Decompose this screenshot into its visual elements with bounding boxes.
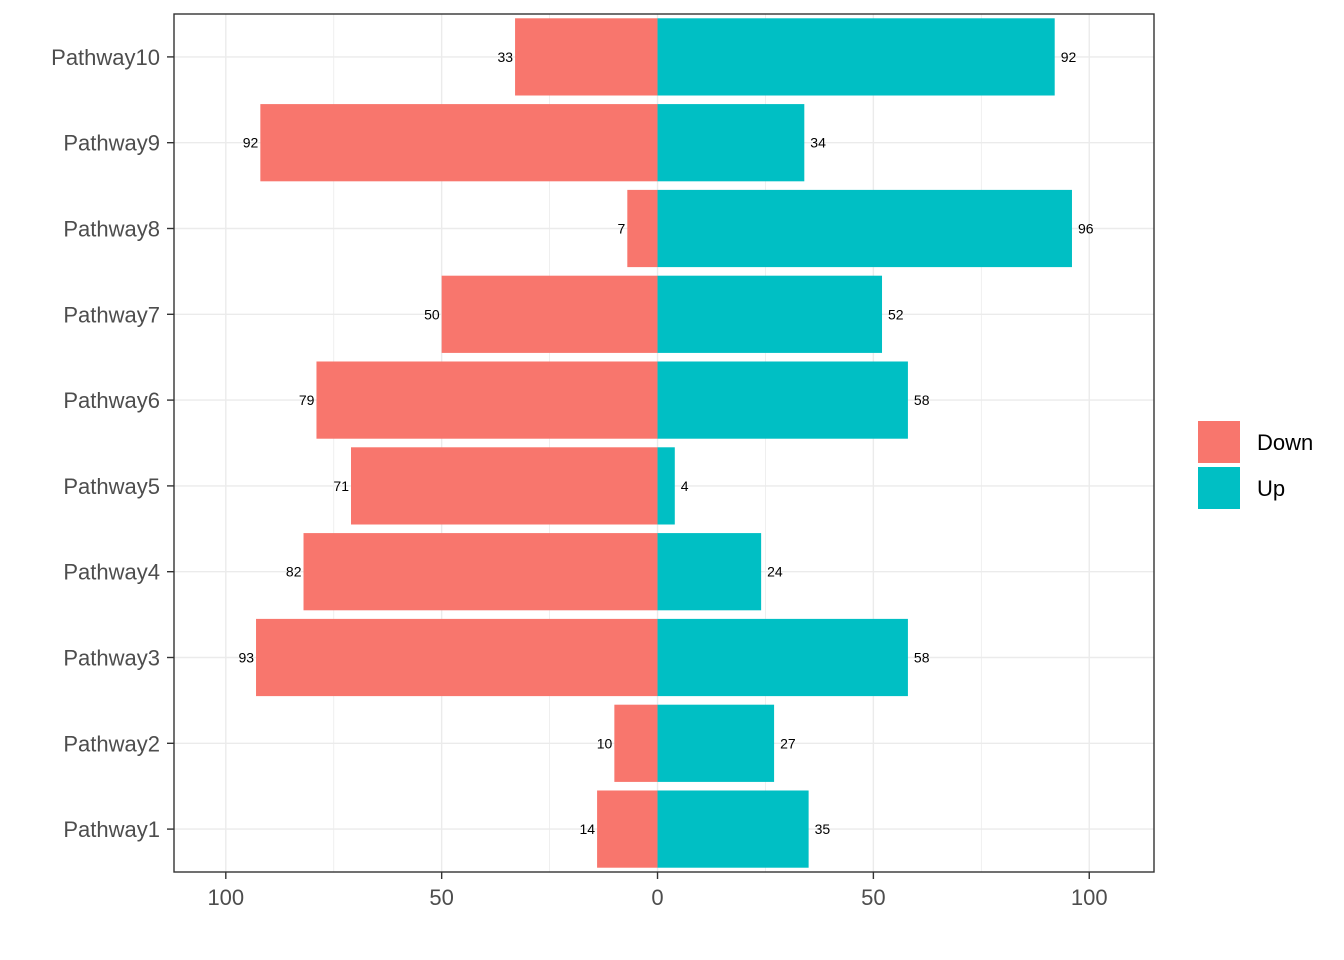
bar-down-pathway10 bbox=[515, 18, 658, 96]
bar-up-pathway7 bbox=[657, 275, 883, 353]
data-label-up: 34 bbox=[810, 135, 826, 151]
y-tick-label: Pathway6 bbox=[63, 388, 160, 413]
y-tick-label: Pathway10 bbox=[51, 45, 160, 70]
x-tick-label: 0 bbox=[651, 885, 663, 910]
data-label-down: 71 bbox=[333, 478, 349, 494]
bar-down-pathway1 bbox=[597, 790, 658, 868]
data-label-up: 35 bbox=[815, 821, 831, 837]
data-label-down: 7 bbox=[618, 221, 626, 237]
data-label-down: 93 bbox=[238, 650, 254, 666]
data-label-down: 79 bbox=[299, 392, 315, 408]
data-label-up: 58 bbox=[914, 650, 930, 666]
bar-up-pathway9 bbox=[657, 104, 805, 182]
y-tick-label: Pathway9 bbox=[63, 131, 160, 156]
bar-up-pathway10 bbox=[657, 18, 1055, 96]
data-label-down: 82 bbox=[286, 564, 302, 580]
x-tick-label: 50 bbox=[429, 885, 453, 910]
y-tick-label: Pathway5 bbox=[63, 474, 160, 499]
x-axis: 100 50 0 50 100 bbox=[207, 872, 1108, 910]
legend-key-up bbox=[1198, 467, 1240, 509]
bar-down-pathway5 bbox=[351, 447, 658, 525]
bar-down-pathway2 bbox=[614, 704, 658, 782]
legend-key-down bbox=[1198, 421, 1240, 463]
data-label-down: 33 bbox=[497, 49, 513, 65]
x-tick-label: 50 bbox=[861, 885, 885, 910]
bars bbox=[256, 18, 1072, 868]
y-tick-label: Pathway4 bbox=[63, 560, 160, 585]
bar-up-pathway4 bbox=[657, 533, 762, 611]
bar-down-pathway8 bbox=[627, 189, 658, 268]
data-label-up: 27 bbox=[780, 735, 796, 751]
panel-border bbox=[173, 13, 1155, 873]
data-label-down: 14 bbox=[580, 821, 596, 837]
bar-up-pathway3 bbox=[657, 618, 908, 697]
y-tick-label: Pathway2 bbox=[63, 731, 160, 756]
y-tick-label: Pathway3 bbox=[63, 646, 160, 671]
data-label-up: 52 bbox=[888, 306, 904, 322]
bar-down-pathway9 bbox=[260, 104, 658, 182]
bar-up-pathway6 bbox=[657, 361, 908, 439]
data-label-up: 92 bbox=[1061, 49, 1077, 65]
bar-down-pathway4 bbox=[303, 533, 658, 611]
data-label-down: 92 bbox=[243, 135, 259, 151]
data-label-up: 58 bbox=[914, 392, 930, 408]
bar-up-pathway1 bbox=[657, 790, 809, 868]
bar-up-pathway8 bbox=[657, 189, 1072, 268]
bar-down-pathway6 bbox=[316, 361, 658, 439]
data-label-down: 50 bbox=[424, 306, 440, 322]
data-labels: 33 92 7 50 79 71 82 93 10 14 92 34 96 52 58 4 24 58 27 35 bbox=[238, 49, 1093, 837]
data-label-down: 10 bbox=[597, 735, 613, 751]
y-axis: Pathway10 Pathway9 Pathway8 Pathway7 Pathway… bbox=[51, 45, 174, 842]
bar-up-pathway2 bbox=[657, 704, 775, 782]
y-tick-label: Pathway1 bbox=[63, 817, 160, 842]
x-tick-label: 100 bbox=[1071, 885, 1108, 910]
data-label-up: 96 bbox=[1078, 221, 1094, 237]
bar-down-pathway3 bbox=[256, 618, 658, 697]
data-label-up: 4 bbox=[681, 478, 689, 494]
legend-label-up: Up bbox=[1257, 476, 1285, 501]
legend: Down Up bbox=[1198, 421, 1313, 509]
bar-down-pathway7 bbox=[441, 275, 658, 353]
x-tick-label: 100 bbox=[207, 885, 244, 910]
y-tick-label: Pathway8 bbox=[63, 217, 160, 242]
legend-label-down: Down bbox=[1257, 430, 1313, 455]
bar-up-pathway5 bbox=[657, 447, 675, 525]
data-label-up: 24 bbox=[767, 564, 783, 580]
y-tick-label: Pathway7 bbox=[63, 302, 160, 327]
